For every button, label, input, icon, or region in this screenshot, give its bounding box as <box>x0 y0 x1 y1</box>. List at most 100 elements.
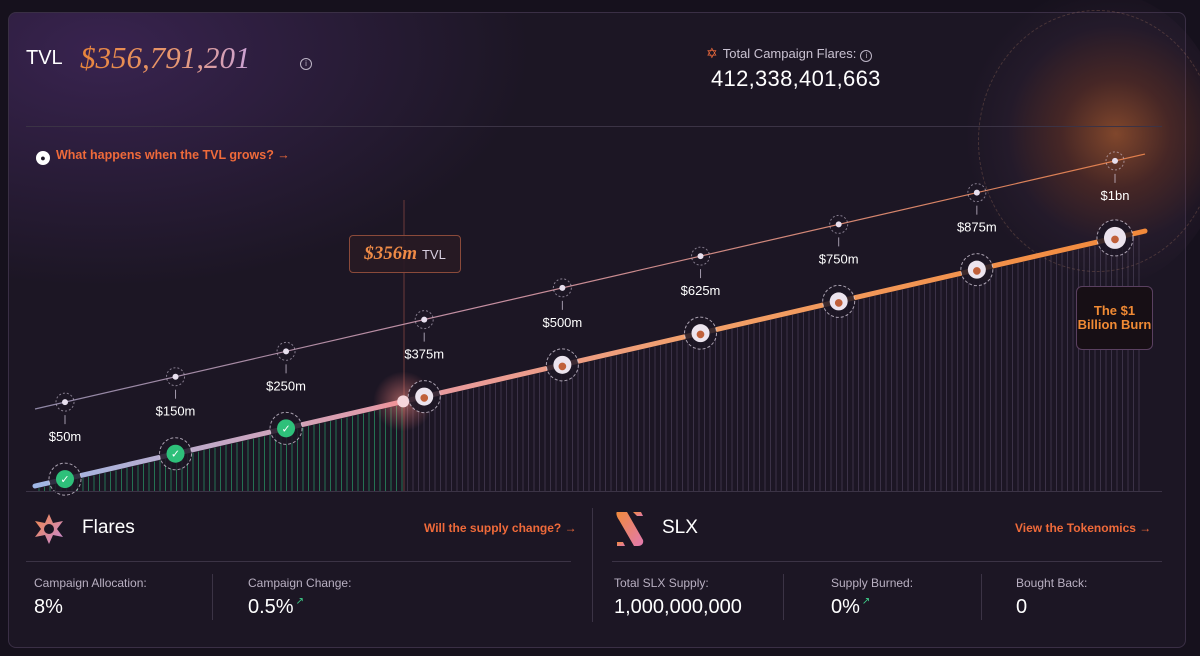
info-icon[interactable]: i <box>300 58 312 70</box>
milestone-label: $750m <box>819 251 859 266</box>
current-tvl-value: $356m <box>364 243 417 264</box>
milestone-node <box>1104 226 1126 249</box>
current-tvl-unit: TVL <box>421 246 446 262</box>
milestone-track-ring <box>829 214 849 234</box>
billion-burn-badge[interactable]: The $1 Billion Burn <box>1076 286 1153 350</box>
milestone-reached-node <box>277 419 296 438</box>
flame-icon: ● <box>420 393 429 404</box>
milestone-track-ring <box>166 367 186 387</box>
flame-icon: ● <box>834 297 843 308</box>
flares-title: Flares <box>82 517 135 538</box>
current-tvl-point <box>397 395 410 408</box>
campaign-change-row: 0.5% ↗ <box>248 596 304 619</box>
milestone-node <box>415 387 434 406</box>
trend-up-icon: ↗ <box>861 596 871 607</box>
what-happens-link[interactable]: ● What happens when the TVL grows? → <box>36 148 290 165</box>
milestone-label: $875m <box>957 220 997 235</box>
milestone-track-ring <box>1105 151 1125 171</box>
bought-back-value: 0 <box>1016 596 1028 618</box>
total-flares-label-row: ✡ Total Campaign Flares: i <box>706 45 873 62</box>
supply-change-link[interactable]: Will the supply change? → <box>424 521 577 535</box>
milestone-track-ring <box>55 392 75 412</box>
milestone-label: $150m <box>156 404 196 419</box>
bought-back-label: Bought Back: <box>1016 576 1088 590</box>
milestone-500m[interactable]: $500m ● <box>542 278 582 382</box>
milestone-625m[interactable]: $625m ● <box>681 246 721 350</box>
supply-burned-value: 0% <box>831 596 860 618</box>
view-tokenomics-link[interactable]: View the Tokenomics → <box>1015 521 1152 535</box>
trend-up-icon: ↗ <box>295 596 304 607</box>
milestone-150m[interactable]: $150m ✓ <box>156 367 196 471</box>
milestone-track-dot <box>973 189 980 196</box>
milestone-250m[interactable]: $250m ✓ <box>266 341 306 445</box>
milestone-node <box>967 260 986 279</box>
flame-drop-icon: ● <box>36 151 50 165</box>
campaign-change-value: 0.5% <box>248 596 294 618</box>
slx-title: SLX <box>662 517 698 538</box>
divider <box>26 561 571 562</box>
milestone-track-dot <box>172 373 179 380</box>
what-happens-label: What happens when the TVL grows? → <box>56 148 290 162</box>
check-icon: ✓ <box>60 473 69 486</box>
stat-divider <box>981 574 982 620</box>
divider <box>26 126 1162 127</box>
milestone-track-dot <box>62 399 68 406</box>
total-slx-supply-value: 1,000,000,000 <box>614 596 742 618</box>
milestone-track-ring <box>552 278 572 298</box>
milestone-track-dot <box>1112 157 1118 164</box>
stat-divider <box>783 574 784 620</box>
billion-burn-label: The $1 Billion Burn <box>1077 303 1152 332</box>
milestone-50m[interactable]: $50m ✓ <box>48 392 82 496</box>
star-icon: ✡ <box>706 45 718 61</box>
supply-burned-row: 0% ↗ <box>831 596 870 619</box>
milestone-label: $1bn <box>1101 188 1130 203</box>
tvl-value: $356,791,201 <box>80 40 251 75</box>
milestone-node <box>553 355 572 374</box>
divider <box>612 561 1162 562</box>
milestone-label: $250m <box>266 378 306 393</box>
total-slx-supply-label: Total SLX Supply: <box>614 576 709 590</box>
slx-logo-icon <box>616 512 644 546</box>
milestone-track-dot <box>559 284 566 291</box>
milestone-track-dot <box>697 253 704 260</box>
milestone-label: $375m <box>404 347 444 362</box>
campaign-change-label: Campaign Change: <box>248 576 352 590</box>
milestone-375m[interactable]: $375m ● <box>404 310 444 414</box>
milestone-track-line <box>34 153 1146 410</box>
stat-divider <box>212 574 213 620</box>
flame-icon: ● <box>1111 234 1120 245</box>
milestone-1bn[interactable]: $1bn ● <box>1096 151 1134 257</box>
total-flares-label: Total Campaign Flares: <box>722 46 857 61</box>
campaign-allocation-label: Campaign Allocation: <box>34 576 147 590</box>
flares-icon <box>35 514 63 544</box>
milestone-label: $50m <box>49 429 82 444</box>
total-flares-value: 412,338,401,663 <box>711 66 881 91</box>
check-icon: ✓ <box>281 422 290 435</box>
check-icon: ✓ <box>171 448 180 461</box>
milestone-reached-node <box>56 470 74 489</box>
milestone-label: $500m <box>542 315 582 330</box>
milestone-node <box>691 324 710 343</box>
flame-icon: ● <box>972 266 981 277</box>
supply-burned-label: Supply Burned: <box>831 576 914 590</box>
info-icon[interactable]: i <box>860 50 873 62</box>
flame-icon: ● <box>558 361 567 372</box>
flame-icon: ● <box>696 329 705 340</box>
milestone-track-dot <box>421 316 428 323</box>
tvl-label: TVL <box>26 47 63 69</box>
milestone-track-ring <box>967 183 987 203</box>
milestone-track-dot <box>835 221 842 228</box>
globe-ring <box>978 10 1200 272</box>
milestone-track-ring <box>691 246 711 266</box>
tvl-progress-line <box>32 228 1148 489</box>
current-tvl-badge: $356m TVL <box>349 235 461 273</box>
section-divider <box>592 508 593 622</box>
milestone-label: $625m <box>681 283 721 298</box>
milestone-node <box>829 292 848 311</box>
milestone-750m[interactable]: $750m ● <box>819 214 859 318</box>
milestone-875m[interactable]: $875m ● <box>957 183 997 287</box>
milestone-track-dot <box>283 348 290 355</box>
milestone-reached-node <box>166 444 185 463</box>
milestone-track-ring <box>276 341 296 361</box>
